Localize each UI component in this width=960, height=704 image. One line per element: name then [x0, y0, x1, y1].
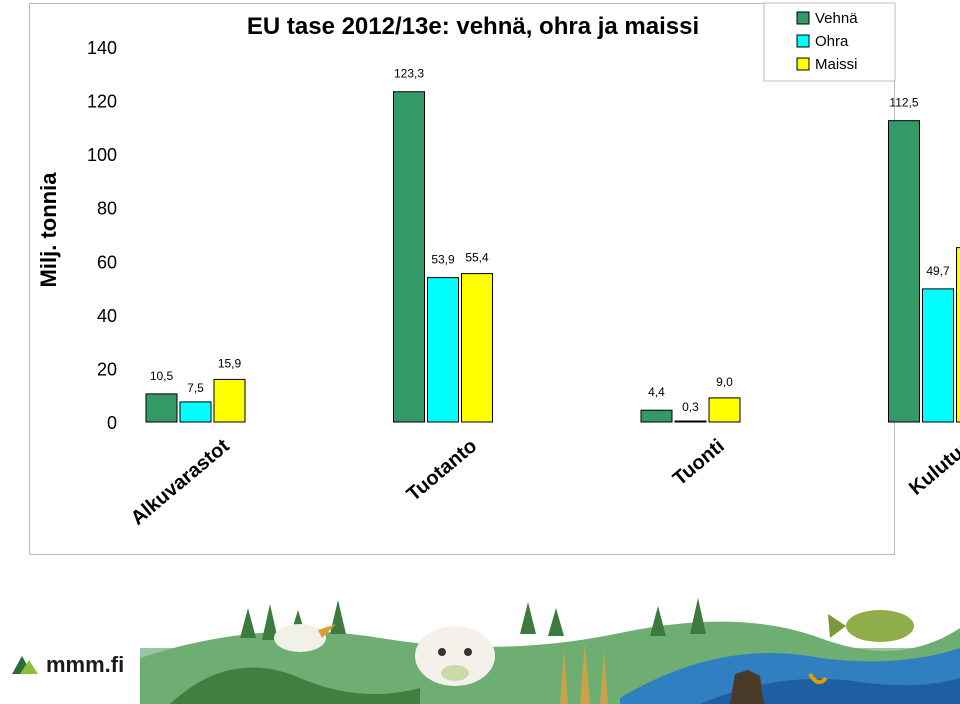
bar-maissi-1	[461, 273, 493, 423]
bar-maissi-0	[213, 378, 246, 423]
x-category-label: Kulutus	[905, 435, 960, 500]
nature-illustration	[140, 598, 960, 704]
bar-ohra-2	[674, 420, 707, 423]
bar-vehnä-2	[640, 409, 673, 423]
legend-box	[763, 2, 896, 82]
legend-label-ohra: Ohra	[815, 33, 849, 50]
x-axis-categories: AlkuvarastotTuotantoTuontiKulutusVientiL…	[127, 435, 960, 530]
data-label: 4,4	[648, 385, 665, 399]
y-tick-label: 120	[87, 92, 117, 112]
mmm-logo: mmm.fi	[12, 652, 124, 677]
x-category-label: Alkuvarastot	[127, 435, 234, 530]
chart-title: EU tase 2012/13e: vehnä, ohra ja maissi	[247, 13, 699, 40]
y-tick-label: 20	[97, 359, 117, 379]
y-axis-label: Milj. tonnia	[36, 172, 61, 288]
y-tick-label: 0	[107, 413, 117, 433]
bars-group	[145, 91, 960, 423]
legend-swatch-vehnä	[796, 11, 810, 25]
data-label: 15,9	[218, 356, 242, 370]
data-label: 123,3	[394, 67, 424, 81]
data-label: 7,5	[187, 381, 204, 395]
bar-vehnä-3	[888, 120, 920, 423]
legend-swatch-ohra	[796, 34, 810, 48]
bar-ohra-1	[427, 277, 459, 423]
y-tick-label: 100	[87, 145, 117, 165]
legend-swatch-maissi	[796, 57, 810, 71]
bar-ohra-3	[922, 288, 954, 423]
legend: Vehnä Ohra Maissi	[763, 2, 896, 82]
legend-label-vehnä: Vehnä	[815, 10, 858, 27]
bar-ohra-0	[179, 401, 212, 423]
y-tick-label: 40	[97, 306, 117, 326]
data-label: 10,5	[150, 369, 174, 383]
data-label: 53,9	[431, 253, 455, 267]
y-tick-label: 60	[97, 252, 117, 272]
y-tick-label: 140	[87, 38, 117, 58]
bar-maissi-2	[708, 397, 741, 423]
data-label: 9,0	[716, 375, 733, 389]
legend-label-maissi: Maissi	[815, 56, 858, 73]
data-labels-group: 10,5 7,5 15,9 123,3 53,9 55,4 4,4 0,3 9,0 112,5 49…	[150, 67, 950, 414]
footer-banner: mmm.fi	[12, 598, 960, 704]
data-label: 0,3	[682, 400, 699, 414]
x-category-label: Tuotanto	[403, 435, 482, 506]
bar-maissi-3	[956, 247, 960, 423]
data-label: 49,7	[926, 264, 950, 278]
y-tick-label: 80	[97, 199, 117, 219]
bar-vehnä-0	[145, 393, 178, 423]
x-category-label: Tuonti	[669, 435, 729, 490]
bar-vehnä-1	[393, 91, 425, 423]
data-label: 55,4	[465, 251, 489, 265]
y-axis-ticks: 0 20 40 60 80 100 120 140	[87, 38, 117, 433]
logo-text: mmm.fi	[46, 652, 124, 677]
data-label: 112,5	[889, 96, 918, 110]
